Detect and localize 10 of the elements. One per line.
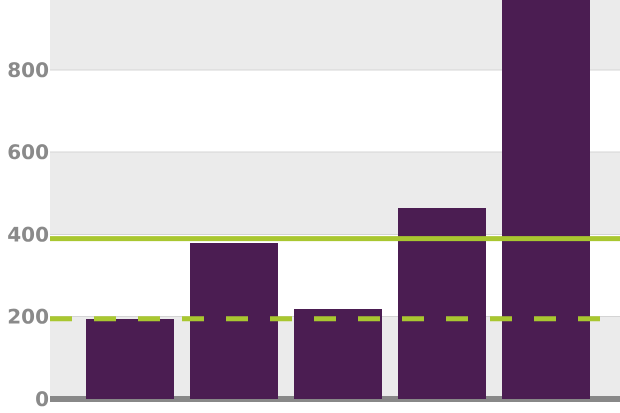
bar xyxy=(502,0,590,399)
y-tick-label: 400 xyxy=(7,222,49,246)
bar xyxy=(398,208,486,399)
bar xyxy=(190,243,278,399)
bar xyxy=(86,319,174,399)
y-tick-label: 600 xyxy=(7,140,49,164)
y-tick-label: 0 xyxy=(35,387,49,411)
y-tick-label: 800 xyxy=(7,58,49,82)
bar xyxy=(294,309,382,399)
y-tick-label: 200 xyxy=(7,304,49,329)
